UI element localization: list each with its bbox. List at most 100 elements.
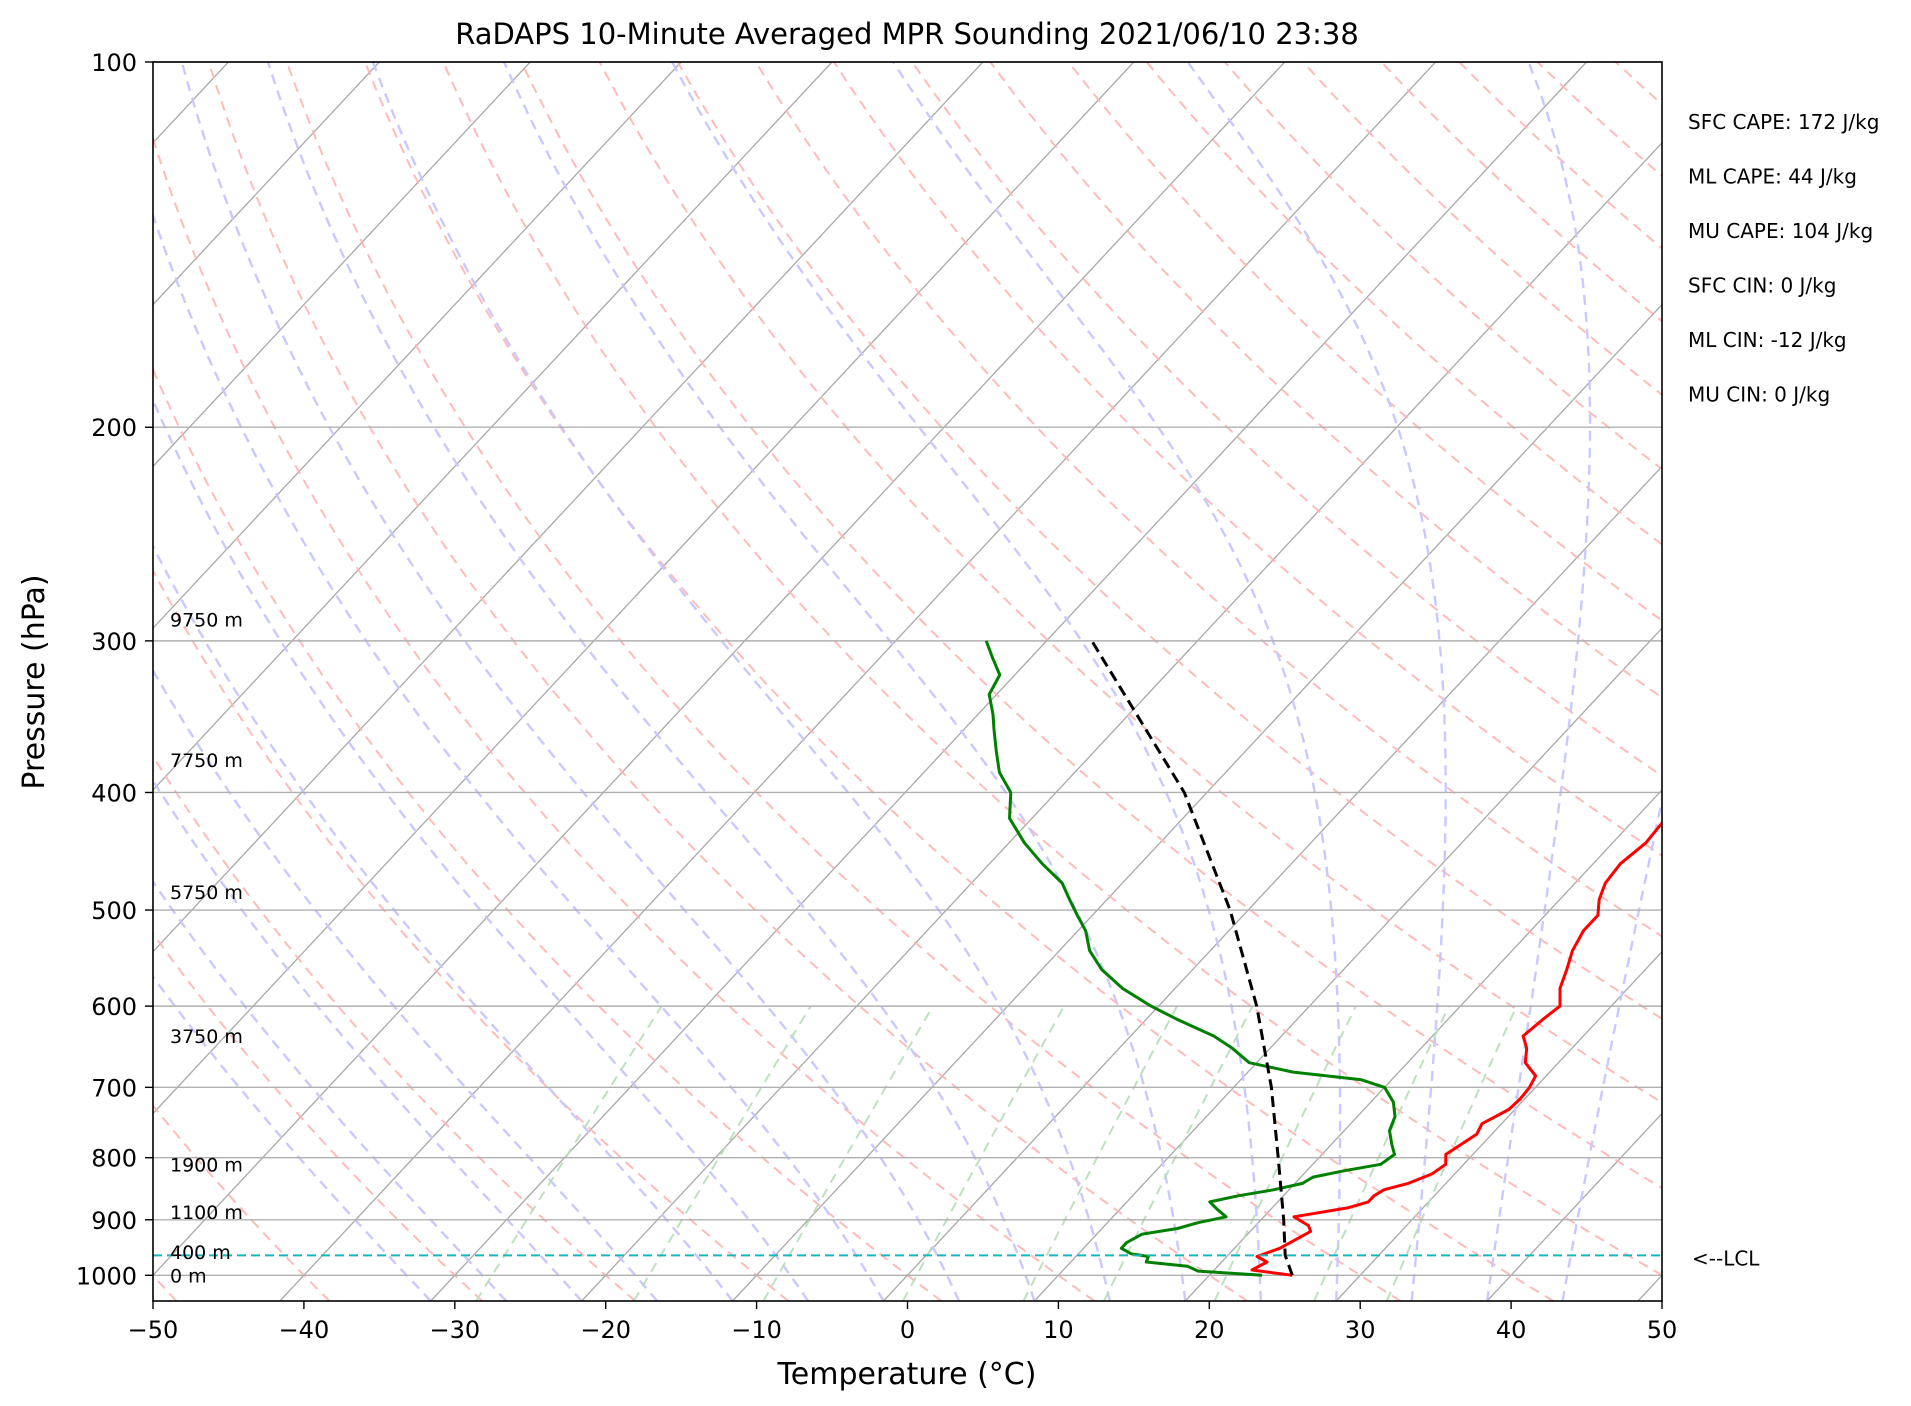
x-tick-label: 0 xyxy=(900,1316,915,1344)
series-line xyxy=(984,640,1397,1277)
y-tick-label: 700 xyxy=(91,1074,137,1102)
stability-index: SFC CAPE: 172 J/kg xyxy=(1688,110,1879,134)
moist-adiabat xyxy=(153,879,508,1301)
dry-adiabat xyxy=(442,62,1662,1277)
isotherm xyxy=(153,62,531,468)
moist-adiabat xyxy=(153,397,810,1301)
height-label: 0 m xyxy=(170,1265,207,1287)
dry-adiabat xyxy=(676,62,1662,1020)
x-tick-label: 30 xyxy=(1345,1316,1376,1344)
isotherm xyxy=(732,303,1662,1301)
moist-adiabat xyxy=(153,543,734,1301)
dry-adiabat xyxy=(153,568,790,1301)
x-axis: −50 −40 −30 −20 −10 0 10 20 30 40 50 xyxy=(128,1301,1678,1344)
isotherm xyxy=(581,141,1662,1301)
isotherm xyxy=(1184,788,1662,1301)
dry-adiabat xyxy=(1224,62,1662,471)
isotherm xyxy=(1486,1112,1662,1301)
dry-adiabat xyxy=(1850,62,1911,1301)
dry-adiabat xyxy=(285,62,1401,1301)
mixing-ratio-line xyxy=(1022,1005,1178,1301)
sounding-series xyxy=(984,640,1662,1277)
x-tick-label: 40 xyxy=(1496,1316,1527,1344)
x-tick-label: −30 xyxy=(429,1316,480,1344)
lcl-label: <--LCL xyxy=(1692,1246,1760,1270)
moist-adiabat xyxy=(371,62,1112,1301)
x-tick-label: 20 xyxy=(1194,1316,1225,1344)
x-tick-label: −40 xyxy=(279,1316,330,1344)
series-line xyxy=(1090,640,1294,1276)
isotherm xyxy=(1637,1274,1662,1301)
moist-adiabat xyxy=(671,62,1262,1301)
height-label: 1100 m xyxy=(170,1202,243,1224)
moist-adiabat xyxy=(1561,794,1662,1301)
isotherm xyxy=(153,62,380,306)
y-tick-label: 200 xyxy=(91,414,137,442)
y-tick-label: 1000 xyxy=(76,1262,137,1290)
y-tick-label: 400 xyxy=(91,779,137,807)
stability-index: ML CIN: -12 J/kg xyxy=(1688,328,1847,352)
dry-adiabat xyxy=(989,62,1662,699)
dry-adiabat xyxy=(911,62,1662,778)
mixing-ratio-line xyxy=(1103,1005,1254,1301)
moist-adiabat xyxy=(153,778,583,1301)
moist-adiabat xyxy=(153,974,432,1301)
moist-adiabat xyxy=(1186,62,1447,1301)
x-axis-title: Temperature (°C) xyxy=(777,1357,1037,1392)
dry-adiabat xyxy=(207,62,1248,1301)
dry-adiabat xyxy=(754,62,1662,938)
y-tick-label: 800 xyxy=(91,1145,137,1173)
isotherm xyxy=(153,62,1286,1277)
dry-adiabat xyxy=(364,62,1554,1301)
dry-adiabat xyxy=(1772,62,1911,1301)
dry-adiabat xyxy=(598,62,1662,1104)
mixing-ratio-line xyxy=(1213,1005,1357,1301)
stability-index: ML CAPE: 44 J/kg xyxy=(1688,165,1857,189)
mixing-ratio-line xyxy=(902,1005,1065,1301)
isotherm xyxy=(1033,627,1662,1301)
chart-title: RaDAPS 10-Minute Averaged MPR Sounding 2… xyxy=(455,17,1359,51)
moist-adiabat xyxy=(180,62,961,1301)
lcl-marker: <--LCL xyxy=(153,1246,1760,1270)
series-line xyxy=(1250,820,1662,1277)
mixing-ratio-line xyxy=(1385,1005,1518,1301)
x-tick-label: −50 xyxy=(128,1316,179,1344)
dry-adiabat xyxy=(153,754,636,1301)
isotherm xyxy=(153,62,984,953)
isotherm xyxy=(430,62,1587,1301)
stability-index: SFC CIN: 0 J/kg xyxy=(1688,274,1836,298)
moist-adiabat xyxy=(153,211,885,1301)
y-axis-title: Pressure (hPa) xyxy=(17,574,52,789)
y-tick-label: 300 xyxy=(91,628,137,656)
dry-adiabat xyxy=(1694,62,1911,1301)
isotherm xyxy=(153,62,1135,1115)
dry-adiabat xyxy=(1536,62,1662,178)
dry-adiabat xyxy=(153,931,483,1301)
isotherm xyxy=(1335,950,1662,1301)
pressure-gridlines xyxy=(153,61,1662,1276)
dry-adiabat xyxy=(1458,62,1662,250)
x-tick-label: −20 xyxy=(580,1316,631,1344)
moist-adiabat xyxy=(153,668,659,1301)
dry-adiabat xyxy=(153,135,1095,1301)
background-lines xyxy=(153,62,1911,1301)
moist-adiabat xyxy=(892,62,1342,1301)
x-tick-label: −10 xyxy=(731,1316,782,1344)
isotherm xyxy=(279,62,1437,1301)
isotherm xyxy=(153,62,682,630)
y-tick-label: 100 xyxy=(91,49,137,77)
mixing-ratio-line xyxy=(1313,1005,1450,1301)
height-label: 3750 m xyxy=(170,1026,243,1048)
moist-adiabat xyxy=(266,62,1036,1301)
height-label: 9750 m xyxy=(170,609,243,631)
height-label: 7750 m xyxy=(170,750,243,772)
isotherm xyxy=(883,465,1662,1301)
x-tick-label: 50 xyxy=(1647,1316,1678,1344)
height-label: 1900 m xyxy=(170,1154,243,1176)
height-label: 400 m xyxy=(170,1242,231,1264)
y-tick-label: 500 xyxy=(91,897,137,925)
height-label: 5750 m xyxy=(170,882,243,904)
mixing-ratio-line xyxy=(762,1005,934,1301)
